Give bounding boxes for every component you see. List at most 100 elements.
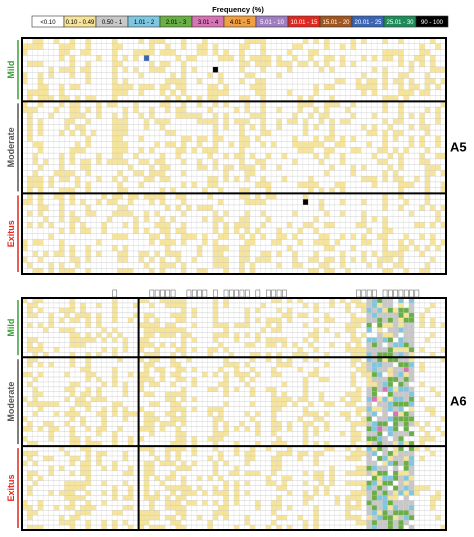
heatmap-cell bbox=[112, 490, 118, 496]
heatmap-cell bbox=[361, 347, 367, 353]
heatmap-cell bbox=[393, 386, 399, 392]
heatmap-cell bbox=[175, 298, 181, 303]
heatmap-cell bbox=[287, 490, 293, 496]
heatmap-cell bbox=[101, 426, 107, 432]
heatmap-cell bbox=[196, 118, 203, 125]
heatmap-cell bbox=[96, 55, 102, 62]
heatmap-cell bbox=[48, 362, 54, 368]
heatmap-cell bbox=[59, 465, 65, 471]
heatmap-cell bbox=[122, 187, 128, 194]
heatmap-cell bbox=[27, 307, 33, 313]
heatmap-cell bbox=[244, 227, 250, 234]
heatmap-cell bbox=[440, 204, 446, 211]
heatmap-cell bbox=[170, 327, 176, 333]
heatmap-cell bbox=[154, 170, 160, 177]
heatmap-cell bbox=[345, 347, 351, 353]
heatmap-cell bbox=[138, 147, 144, 154]
heatmap-cell bbox=[419, 118, 425, 125]
heatmap-cell bbox=[69, 38, 75, 44]
heatmap-cell bbox=[181, 475, 187, 481]
heatmap-cell bbox=[345, 505, 351, 511]
heatmap-cell bbox=[271, 298, 277, 303]
heatmap-cell bbox=[128, 470, 134, 476]
heatmap-cell bbox=[181, 43, 187, 50]
heatmap-cell bbox=[212, 245, 219, 251]
heatmap-cell bbox=[382, 250, 388, 257]
heatmap-cell bbox=[69, 317, 75, 323]
heatmap-cell bbox=[207, 520, 213, 526]
heatmap-cell bbox=[64, 307, 70, 313]
heatmap-cell bbox=[435, 164, 441, 171]
heatmap-cell bbox=[382, 352, 388, 358]
heatmap-cell bbox=[64, 411, 70, 417]
heatmap-cell bbox=[223, 118, 229, 125]
heatmap-cell bbox=[440, 170, 446, 177]
heatmap-cell bbox=[297, 396, 303, 402]
heatmap-cell bbox=[170, 421, 176, 427]
heatmap-cell bbox=[212, 307, 219, 313]
heatmap-cell bbox=[191, 307, 197, 313]
heatmap-cell bbox=[149, 49, 155, 56]
heatmap-cell bbox=[403, 317, 409, 323]
heatmap-cell bbox=[313, 317, 319, 323]
heatmap-cell bbox=[408, 475, 415, 481]
heatmap-cell bbox=[398, 455, 404, 461]
heatmap-cell bbox=[128, 164, 134, 171]
heatmap-cell bbox=[234, 386, 240, 392]
heatmap-cell bbox=[80, 495, 86, 501]
column-tick bbox=[160, 289, 165, 298]
heatmap-cell bbox=[196, 49, 203, 56]
heatmap-cell bbox=[440, 187, 446, 194]
heatmap-cell bbox=[181, 391, 187, 397]
heatmap-cell bbox=[313, 525, 319, 530]
heatmap-cell bbox=[440, 222, 446, 228]
heatmap-cell bbox=[393, 176, 399, 182]
heatmap-cell bbox=[382, 347, 388, 353]
heatmap-cell bbox=[276, 298, 282, 303]
heatmap-cell bbox=[27, 262, 33, 269]
heatmap-cell bbox=[128, 199, 134, 205]
heatmap-cell bbox=[181, 446, 187, 452]
heatmap-cell bbox=[175, 391, 181, 397]
heatmap-cell bbox=[234, 525, 240, 530]
heatmap-cell bbox=[387, 322, 393, 328]
heatmap-cell bbox=[32, 153, 38, 159]
heatmap-cell bbox=[85, 72, 91, 79]
heatmap-cell bbox=[361, 465, 367, 471]
heatmap-cell bbox=[117, 89, 123, 96]
heatmap-cell bbox=[249, 455, 256, 461]
heatmap-cell bbox=[324, 239, 330, 246]
heatmap-cell bbox=[435, 118, 441, 125]
heatmap-cell bbox=[80, 367, 86, 373]
heatmap-cell bbox=[112, 372, 118, 377]
heatmap-cell bbox=[398, 376, 404, 382]
heatmap-cell bbox=[281, 515, 287, 521]
heatmap-cell bbox=[265, 130, 272, 136]
heatmap-cell bbox=[350, 357, 356, 363]
heatmap-cell bbox=[281, 401, 287, 407]
heatmap-cell bbox=[170, 446, 176, 452]
heatmap-cell bbox=[403, 327, 409, 333]
heatmap-cell bbox=[69, 101, 75, 108]
legend-title: Frequency (%) bbox=[212, 5, 264, 14]
heatmap-cell bbox=[361, 406, 367, 412]
heatmap-cell bbox=[75, 107, 81, 113]
heatmap-cell bbox=[212, 485, 219, 491]
heatmap-cell bbox=[202, 164, 208, 171]
heatmap-cell bbox=[75, 176, 81, 182]
heatmap-cell bbox=[377, 525, 383, 530]
heatmap-cell bbox=[143, 352, 150, 358]
heatmap-cell bbox=[106, 216, 113, 223]
heatmap-cell bbox=[59, 176, 65, 182]
heatmap-cell bbox=[287, 525, 293, 530]
heatmap-cell bbox=[212, 49, 219, 56]
column-tick bbox=[388, 289, 393, 298]
heatmap-cell bbox=[112, 124, 118, 131]
heatmap-cell bbox=[149, 352, 155, 358]
heatmap-cell bbox=[408, 446, 415, 452]
heatmap-cell bbox=[207, 147, 213, 154]
heatmap-cell bbox=[271, 431, 277, 437]
heatmap-cell bbox=[387, 391, 393, 397]
heatmap-cell bbox=[101, 421, 107, 427]
heatmap-cell bbox=[143, 332, 150, 338]
